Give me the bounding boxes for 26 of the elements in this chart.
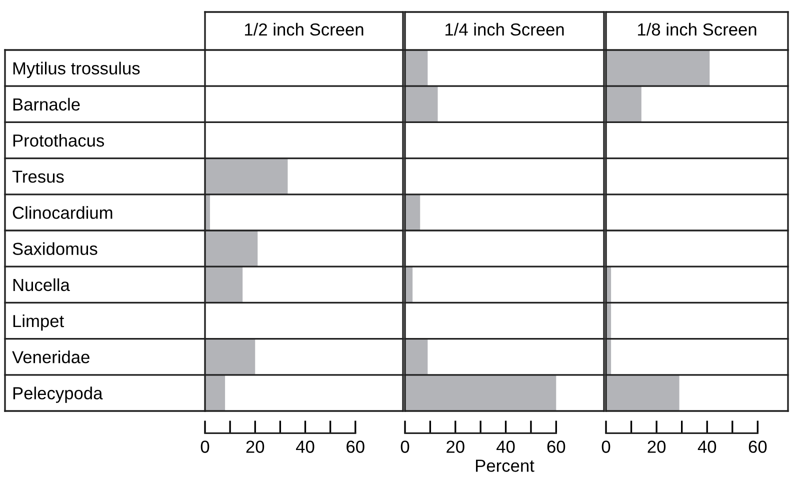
y-tick-label: Barnacle bbox=[13, 98, 80, 111]
chart-title: 1/8 inch Screen bbox=[638, 22, 756, 36]
x-tick-label: 40 bbox=[296, 440, 314, 453]
x-tick-label: 20 bbox=[648, 440, 666, 453]
y-tick-label: Pelecypoda bbox=[13, 386, 103, 403]
y-tick-label: Nucella bbox=[13, 278, 70, 292]
x-axis-title: Percent bbox=[476, 460, 534, 472]
y-tick-label: Tresus bbox=[12, 170, 64, 183]
y-tick-label: Mytilus trossulus bbox=[13, 62, 140, 78]
y-tick-label: Protothacus bbox=[13, 134, 104, 147]
x-tick-label: 60 bbox=[547, 440, 566, 453]
chart-title: 1/2 inch Screen bbox=[245, 22, 364, 36]
y-tick-label: Limpet bbox=[13, 314, 64, 331]
x-tick-label: 60 bbox=[748, 440, 767, 453]
y-tick-label: Clinocardium bbox=[12, 206, 112, 219]
x-tick-label: 20 bbox=[446, 440, 464, 453]
y-tick-label: Saxidomus bbox=[12, 242, 98, 256]
x-tick-label: 20 bbox=[246, 440, 264, 453]
x-tick-label: 0 bbox=[400, 440, 410, 453]
x-tick-label: 0 bbox=[200, 440, 210, 453]
x-tick-label: 0 bbox=[602, 440, 610, 453]
x-tick-label: 40 bbox=[698, 440, 716, 453]
chart-title: 1/4 inch Screen bbox=[446, 22, 564, 36]
x-tick-label: 40 bbox=[496, 440, 515, 453]
x-tick-label: 60 bbox=[346, 440, 364, 453]
y-tick-label: Veneridae bbox=[12, 350, 90, 364]
